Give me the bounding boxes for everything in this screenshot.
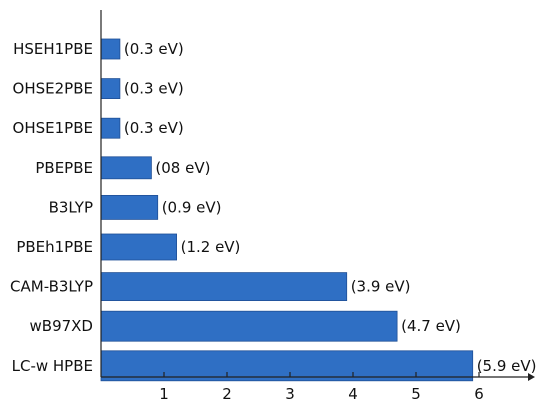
data-label: (08 eV) xyxy=(155,159,210,177)
category-label: B3LYP xyxy=(49,198,93,216)
data-label: (1.2 eV) xyxy=(181,238,241,256)
x-ticks: 1 2 3 4 5 6 xyxy=(159,372,484,403)
data-label: (3.9 eV) xyxy=(351,278,411,296)
bars-group xyxy=(100,38,474,382)
x-axis-arrow xyxy=(528,373,535,381)
x-tick-label: 5 xyxy=(411,385,421,403)
bar-wb97xd xyxy=(100,310,398,342)
bar-hseh1pbe xyxy=(100,38,121,60)
data-label: (4.7 eV) xyxy=(401,317,461,335)
category-label: LC-w HPBE xyxy=(12,357,93,375)
data-label: (0.9 eV) xyxy=(162,198,222,216)
x-tick-label: 3 xyxy=(285,385,295,403)
bar-pbepbe xyxy=(100,156,152,180)
x-tick-label: 1 xyxy=(159,385,169,403)
category-label: OHSE1PBE xyxy=(13,119,93,137)
category-label: CAM-B3LYP xyxy=(10,278,93,296)
bar-ohse1pbe xyxy=(100,117,121,139)
category-label: OHSE2PBE xyxy=(13,80,93,98)
category-label: wB97XD xyxy=(30,317,93,335)
axes xyxy=(100,10,535,381)
category-label: HSEH1PBE xyxy=(13,40,93,58)
x-tick-label: 2 xyxy=(222,385,232,403)
bar-b3lyp xyxy=(100,194,159,220)
category-labels: HSEH1PBE OHSE2PBE OHSE1PBE PBEPBE B3LYP PBEh1… xyxy=(10,40,93,375)
data-label: (0.3 eV) xyxy=(124,40,184,58)
data-label: (0.3 eV) xyxy=(124,80,184,98)
bar-lc-w-hpbe xyxy=(100,350,474,382)
bar-pbeh1pbe xyxy=(100,233,177,261)
x-tick-label: 6 xyxy=(474,385,484,403)
data-labels: (0.3 eV) (0.3 eV) (0.3 eV) (08 eV) (0.9 eV) (… xyxy=(124,40,537,375)
category-label: PBEPBE xyxy=(35,159,93,177)
category-label: PBEh1PBE xyxy=(16,238,93,256)
bar-cam-b3lyp xyxy=(100,272,348,302)
bar-ohse2pbe xyxy=(100,78,121,99)
data-label: (0.3 eV) xyxy=(124,119,184,137)
data-label: (5.9 eV) xyxy=(477,357,537,375)
x-tick-label: 4 xyxy=(348,385,358,403)
